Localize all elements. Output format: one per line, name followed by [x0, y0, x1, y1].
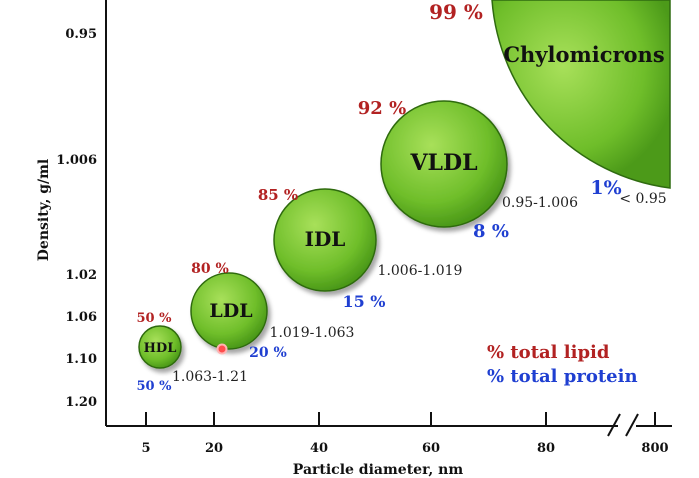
- bubble-label-idl: IDL: [305, 227, 346, 251]
- bubble-vldl: [380, 100, 508, 228]
- density-range-ldl: 1.019-1.063: [270, 325, 355, 341]
- lipid-pct-chylomicrons: 99 %: [429, 0, 483, 24]
- legend-lipid: % total lipid: [487, 342, 610, 363]
- bubble-label-hdl: HDL: [144, 341, 177, 356]
- lipid-pct-hdl: 50 %: [137, 311, 173, 326]
- y-tick-label: 1.02: [65, 268, 97, 283]
- y-tick-label: 1.006: [56, 153, 97, 168]
- bubble-hdl: [138, 325, 182, 369]
- axis-break-1: [607, 413, 621, 437]
- protein-pct-vldl: 8 %: [473, 221, 509, 242]
- y-axis-title: Density, g/ml: [36, 159, 52, 261]
- y-tick-label: 1.10: [65, 352, 97, 367]
- bubble-ldl: [190, 272, 268, 350]
- lipid-pct-vldl: 92 %: [358, 98, 406, 119]
- x-ticks: 5 20 40 60 80 800: [141, 412, 669, 456]
- y-tick-labels: 0.95 1.006 1.02 1.06 1.10 1.20: [56, 27, 97, 410]
- density-range-vldl: 0.95-1.006: [502, 195, 578, 211]
- bubble-idl: [273, 188, 377, 292]
- density-range-idl: 1.006-1.019: [378, 263, 463, 279]
- legend-protein: % total protein: [487, 366, 638, 387]
- x-tick-label: 800: [641, 441, 668, 456]
- y-tick-label: 1.06: [65, 310, 97, 325]
- x-tick-label: 5: [141, 441, 150, 456]
- y-tick-label: 1.20: [65, 395, 97, 410]
- x-axis-title: Particle diameter, nm: [293, 462, 464, 478]
- lipid-pct-ldl: 80 %: [191, 261, 229, 277]
- protein-pct-ldl: 20 %: [249, 345, 287, 361]
- axis-break-2: [625, 413, 639, 437]
- bubble-label-chylomicrons: Chylomicrons: [503, 42, 664, 67]
- protein-pct-chylomicrons: 1%: [590, 177, 621, 199]
- legend: % total lipid % total protein: [487, 342, 638, 387]
- protein-pct-idl: 15 %: [342, 292, 385, 311]
- x-tick-label: 80: [537, 441, 555, 456]
- x-tick-label: 60: [422, 441, 440, 456]
- y-tick-label: 0.95: [65, 27, 97, 42]
- cursor-marker: [216, 343, 228, 355]
- bubble-chylomicrons: [491, 0, 671, 189]
- bubble-label-ldl: LDL: [209, 300, 252, 322]
- density-range-chylomicrons: < 0.95: [619, 191, 666, 207]
- lipid-pct-idl: 85 %: [258, 186, 298, 204]
- x-tick-label: 40: [310, 441, 328, 456]
- density-range-hdl: 1.063-1.21: [172, 369, 248, 385]
- protein-pct-hdl: 50 %: [137, 379, 173, 394]
- x-tick-label: 20: [205, 441, 223, 456]
- bubble-label-vldl: VLDL: [409, 150, 477, 176]
